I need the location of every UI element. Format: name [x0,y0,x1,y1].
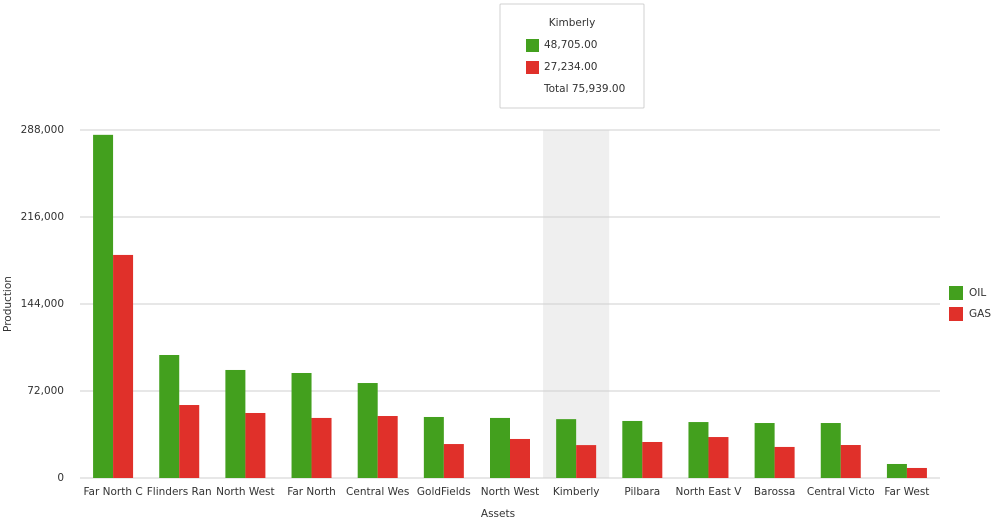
tooltip-total: Total 75,939.00 [543,83,625,95]
bar [576,445,597,478]
x-tick-label: Far West [884,486,929,498]
bar [159,354,180,478]
x-tick-label: Far North C [83,486,142,498]
bar [754,423,775,478]
x-tick-label: North West [481,486,540,498]
x-tick-label: North East V [676,486,743,498]
x-tick-label: Central Victo [807,486,875,498]
bar [93,134,114,479]
tooltip-swatch [526,39,539,52]
bar [840,445,861,478]
y-tick-label: 288,000 [21,124,64,136]
tooltip-value: 48,705.00 [544,39,597,51]
bar [708,437,729,478]
bar [906,467,927,478]
bar [357,383,378,478]
bar [642,441,663,478]
x-tick-label: Barossa [754,486,796,498]
bar [443,444,464,478]
x-tick-label: Pilbara [624,486,660,498]
bar [225,369,246,478]
bar [311,417,332,478]
x-tick-label: Flinders Ran [147,486,212,498]
bar [423,416,444,478]
x-tick-label: North West [216,486,275,498]
bar [113,254,134,478]
legend-swatch [949,307,963,321]
bar [245,412,266,478]
x-tick-label: GoldFields [417,486,471,498]
tooltip-box [499,3,645,109]
bar [291,372,312,478]
bar [774,446,795,478]
y-tick-label: 216,000 [21,211,64,223]
bar [886,463,907,478]
bar [510,438,530,478]
bar [688,422,709,478]
legend-swatch [949,286,963,300]
bar [622,420,643,478]
x-axis-label: Assets [481,508,515,520]
bar [820,423,841,478]
bar [490,417,510,478]
bar [377,416,398,478]
legend-label: GAS [969,308,991,320]
y-tick-label: 0 [57,472,64,484]
y-tick-label: 72,000 [27,385,64,397]
bar [556,419,577,478]
x-tick-label: Kimberly [553,486,600,498]
tooltip-swatch [526,61,539,74]
x-tick-label: Far North [287,486,336,498]
bar [179,405,200,478]
legend-label: OIL [969,287,986,299]
tooltip-title: Kimberly [549,17,596,29]
tooltip-value: 27,234.00 [544,61,597,73]
x-tick-label: Central Wes [346,486,409,498]
y-tick-label: 144,000 [21,298,64,310]
y-axis-label: Production [2,276,14,332]
